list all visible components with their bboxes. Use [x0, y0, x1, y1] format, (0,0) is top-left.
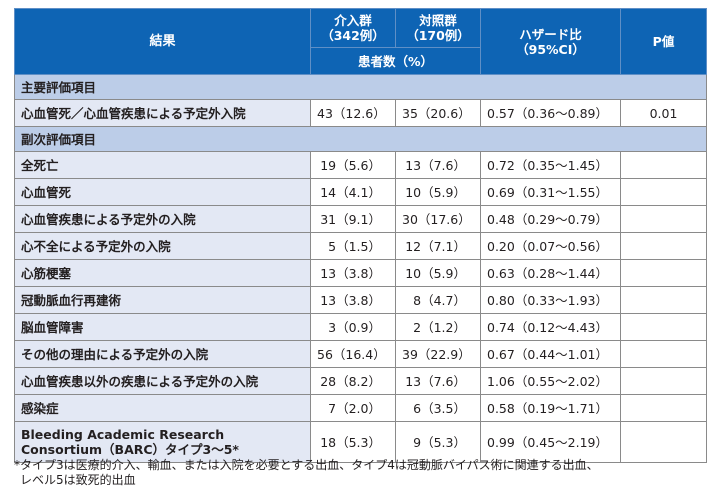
- table-header: 結果 介入群 （342例） 対照群 （170例） ハザード比 （95%CI） P…: [14, 8, 707, 75]
- table-row: 脳血管障害 3（0.9） 2（1.2） 0.74（0.12〜4.43）: [14, 313, 707, 341]
- table-row: その他の理由による予定外の入院 56（16.4） 39（22.9） 0.67（0…: [14, 340, 707, 368]
- cell-hazard-ratio: 0.20（0.07〜0.56）: [480, 232, 621, 260]
- header-patients-count: 患者数（%）: [310, 47, 481, 75]
- section-title: 副次評価項目: [14, 126, 707, 152]
- cell-p-value: [620, 313, 707, 341]
- table-row: 心血管死／心血管疾患による予定外入院 43（12.6） 35（20.6） 0.5…: [14, 99, 707, 127]
- row-label: 心血管疾患による予定外の入院: [14, 205, 311, 233]
- cell-p-value: [620, 286, 707, 314]
- cell-hazard-ratio: 0.80（0.33〜1.93）: [480, 286, 621, 314]
- row-label: Bleeding Academic Research Consortium（BA…: [14, 421, 311, 463]
- footnote-line1: *タイプ3は医療的介入、輸血、または入院を必要とする出血、タイプ4は冠動脈バイパ…: [14, 458, 599, 472]
- row-label: 心筋梗塞: [14, 259, 311, 287]
- cell-control: 8（4.7）: [395, 286, 481, 314]
- section-title: 主要評価項目: [14, 74, 707, 100]
- cell-intervention: 31（9.1）: [310, 205, 396, 233]
- row-label: 心血管死: [14, 178, 311, 206]
- header-hazard-ci: （95%CI）: [516, 41, 585, 57]
- table-row: 心不全による予定外の入院 5（1.5） 12（7.1） 0.20（0.07〜0.…: [14, 232, 707, 260]
- cell-p-value: [620, 394, 707, 422]
- cell-control: 39（22.9）: [395, 340, 481, 368]
- cell-intervention: 3（0.9）: [310, 313, 396, 341]
- cell-control: 13（7.6）: [395, 367, 481, 395]
- cell-intervention: 7（2.0）: [310, 394, 396, 422]
- header-control-label: 対照群: [419, 13, 457, 28]
- header-hazard-ratio: ハザード比 （95%CI）: [480, 8, 621, 75]
- cell-hazard-ratio: 0.58（0.19〜1.71）: [480, 394, 621, 422]
- cell-p-value: 0.01: [620, 99, 707, 127]
- cell-hazard-ratio: 0.72（0.35〜1.45）: [480, 151, 621, 179]
- cell-hazard-ratio: 0.67（0.44〜1.01）: [480, 340, 621, 368]
- cell-intervention: 28（8.2）: [310, 367, 396, 395]
- cell-hazard-ratio: 0.57（0.36〜0.89）: [480, 99, 621, 127]
- table-row: 心血管疾患以外の疾患による予定外の入院 28（8.2） 13（7.6） 1.06…: [14, 367, 707, 395]
- results-table: 結果 介入群 （342例） 対照群 （170例） ハザード比 （95%CI） P…: [14, 8, 707, 463]
- cell-p-value: [620, 205, 707, 233]
- cell-intervention: 14（4.1）: [310, 178, 396, 206]
- header-control-group: 対照群 （170例）: [395, 8, 481, 48]
- footnote-line2: レベル5は致死的出血: [20, 473, 136, 487]
- row-label: 脳血管障害: [14, 313, 311, 341]
- cell-intervention: 13（3.8）: [310, 286, 396, 314]
- row-label: 感染症: [14, 394, 311, 422]
- cell-intervention: 19（5.6）: [310, 151, 396, 179]
- cell-hazard-ratio: 0.69（0.31〜1.55）: [480, 178, 621, 206]
- table-row: 心血管疾患による予定外の入院 31（9.1） 30（17.6） 0.48（0.2…: [14, 205, 707, 233]
- header-outcome: 結果: [14, 8, 311, 75]
- footnote: *タイプ3は医療的介入、輸血、または入院を必要とする出血、タイプ4は冠動脈バイパ…: [14, 458, 599, 488]
- section-row-secondary: 副次評価項目: [14, 126, 707, 152]
- cell-control: 12（7.1）: [395, 232, 481, 260]
- cell-hazard-ratio: 0.74（0.12〜4.43）: [480, 313, 621, 341]
- cell-p-value: [620, 232, 707, 260]
- row-label: 心不全による予定外の入院: [14, 232, 311, 260]
- cell-p-value: [620, 421, 707, 463]
- cell-hazard-ratio: 1.06（0.55〜2.02）: [480, 367, 621, 395]
- table-row: 感染症 7（2.0） 6（3.5） 0.58（0.19〜1.71）: [14, 394, 707, 422]
- table-row: 全死亡 19（5.6） 13（7.6） 0.72（0.35〜1.45）: [14, 151, 707, 179]
- cell-intervention: 18（5.3）: [310, 421, 396, 463]
- cell-control: 9（5.3）: [395, 421, 481, 463]
- cell-control: 6（3.5）: [395, 394, 481, 422]
- header-intervention-label: 介入群: [334, 13, 372, 28]
- table-row: 冠動脈血行再建術 13（3.8） 8（4.7） 0.80（0.33〜1.93）: [14, 286, 707, 314]
- header-p-value: P値: [620, 8, 707, 75]
- row-label: その他の理由による予定外の入院: [14, 340, 311, 368]
- cell-intervention: 43（12.6）: [310, 99, 396, 127]
- row-label: 全死亡: [14, 151, 311, 179]
- cell-control: 30（17.6）: [395, 205, 481, 233]
- cell-intervention: 13（3.8）: [310, 259, 396, 287]
- row-label: 心血管疾患以外の疾患による予定外の入院: [14, 367, 311, 395]
- cell-intervention: 56（16.4）: [310, 340, 396, 368]
- row-label: 冠動脈血行再建術: [14, 286, 311, 314]
- table-row: 心血管死 14（4.1） 10（5.9） 0.69（0.31〜1.55）: [14, 178, 707, 206]
- cell-hazard-ratio: 0.99（0.45〜2.19）: [480, 421, 621, 463]
- row-label-line2: Consortium（BARC）タイプ3〜5*: [21, 442, 239, 457]
- cell-control: 13（7.6）: [395, 151, 481, 179]
- section-row-primary: 主要評価項目: [14, 74, 707, 100]
- header-intervention-n: （342例）: [321, 28, 385, 43]
- cell-hazard-ratio: 0.63（0.28〜1.44）: [480, 259, 621, 287]
- row-label: 心血管死／心血管疾患による予定外入院: [14, 99, 311, 127]
- cell-p-value: [620, 367, 707, 395]
- cell-control: 10（5.9）: [395, 259, 481, 287]
- cell-control: 10（5.9）: [395, 178, 481, 206]
- cell-intervention: 5（1.5）: [310, 232, 396, 260]
- header-intervention-group: 介入群 （342例）: [310, 8, 396, 48]
- table-body: 主要評価項目 心血管死／心血管疾患による予定外入院 43（12.6） 35（20…: [14, 74, 707, 463]
- cell-p-value: [620, 178, 707, 206]
- cell-p-value: [620, 151, 707, 179]
- table-row: Bleeding Academic Research Consortium（BA…: [14, 421, 707, 463]
- cell-p-value: [620, 340, 707, 368]
- cell-p-value: [620, 259, 707, 287]
- cell-control: 2（1.2）: [395, 313, 481, 341]
- cell-control: 35（20.6）: [395, 99, 481, 127]
- row-label-line1: Bleeding Academic Research: [21, 427, 225, 442]
- header-control-n: （170例）: [406, 28, 470, 43]
- header-hazard-label: ハザード比: [519, 26, 582, 42]
- cell-hazard-ratio: 0.48（0.29〜0.79）: [480, 205, 621, 233]
- table-row: 心筋梗塞 13（3.8） 10（5.9） 0.63（0.28〜1.44）: [14, 259, 707, 287]
